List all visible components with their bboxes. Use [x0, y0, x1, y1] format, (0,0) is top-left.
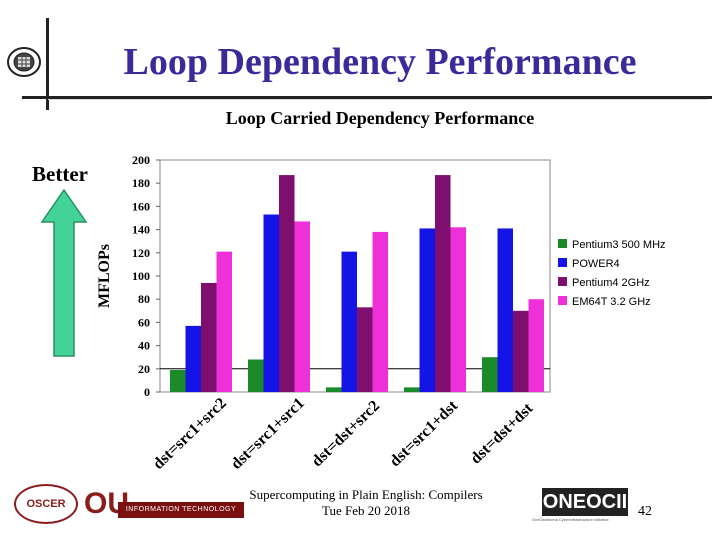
x-tick-label: dst=src1+dst — [387, 397, 462, 470]
title-horizontal-rule — [22, 96, 712, 99]
bar — [263, 214, 279, 392]
x-tick-label: dst=dst+src2 — [309, 397, 384, 470]
page-number: 42 — [638, 504, 652, 519]
legend-swatch — [558, 258, 567, 267]
slide-title: Loop Dependency Performance — [123, 41, 637, 83]
y-tick-label: 80 — [138, 292, 150, 306]
chart-title: Loop Carried Dependency Performance — [225, 108, 535, 128]
legend-label: Pentium4 2GHz — [572, 277, 650, 289]
legend-label: EM64T 3.2 GHz — [572, 296, 651, 308]
better-label: Better — [32, 162, 88, 186]
university-seal-logo — [6, 44, 42, 85]
footer-text: Supercomputing in Plain English: Compile… — [226, 487, 506, 519]
y-tick-label: 0 — [144, 385, 150, 399]
y-tick-label: 140 — [132, 223, 150, 237]
bar — [170, 369, 186, 392]
oneocii-logo: ONEOCII OneOklahoma Cyberinfrastructure … — [532, 488, 628, 524]
bar — [185, 325, 201, 392]
x-tick-label: dst=src1+src2 — [150, 395, 230, 473]
bar — [419, 228, 435, 392]
bar — [326, 387, 342, 392]
bar — [450, 227, 466, 392]
y-tick-label: 160 — [132, 199, 150, 213]
legend-swatch — [558, 296, 567, 305]
legend-swatch — [558, 239, 567, 248]
oscer-logo: OSCER — [14, 484, 78, 524]
bar — [528, 299, 544, 392]
title-underline-shadow — [48, 99, 708, 100]
bar — [201, 282, 217, 392]
bar — [404, 387, 420, 392]
x-tick-label: dst=dst+dst — [467, 400, 537, 468]
bar — [341, 251, 357, 392]
bar — [279, 175, 295, 392]
bar — [482, 357, 498, 392]
bar — [216, 251, 232, 392]
legend-swatch — [558, 277, 567, 286]
information-technology-logo: INFORMATION TECHNOLOGY — [118, 502, 244, 518]
y-tick-label: 40 — [138, 339, 150, 353]
legend-label: POWER4 — [572, 258, 620, 270]
y-tick-label: 60 — [138, 315, 150, 329]
footer-course-title: Supercomputing in Plain English: Compile… — [249, 487, 483, 502]
oneocii-logo-text: ONEOCII — [542, 488, 628, 516]
bar — [248, 359, 264, 392]
bar — [372, 231, 388, 392]
legend-label: Pentium3 500 MHz — [572, 239, 666, 251]
bar — [294, 221, 310, 392]
bar — [357, 307, 373, 392]
oneocii-logo-tagline: OneOklahoma Cyberinfrastructure Initiati… — [532, 517, 609, 522]
bar — [435, 175, 451, 392]
title-vertical-rule — [46, 18, 49, 110]
y-axis-label: MFLOPs — [96, 244, 113, 308]
bar — [513, 310, 529, 392]
ou-logo: OU — [84, 487, 129, 520]
y-tick-label: 120 — [132, 246, 150, 260]
y-tick-label: 100 — [132, 269, 150, 283]
x-tick-label: dst=src1+src1 — [228, 395, 308, 473]
footer-date: Tue Feb 20 2018 — [321, 503, 410, 518]
bar — [497, 228, 513, 392]
y-tick-label: 20 — [138, 362, 150, 376]
y-tick-label: 180 — [132, 176, 150, 190]
y-tick-label: 200 — [132, 153, 150, 167]
better-up-arrow-icon — [40, 188, 88, 365]
